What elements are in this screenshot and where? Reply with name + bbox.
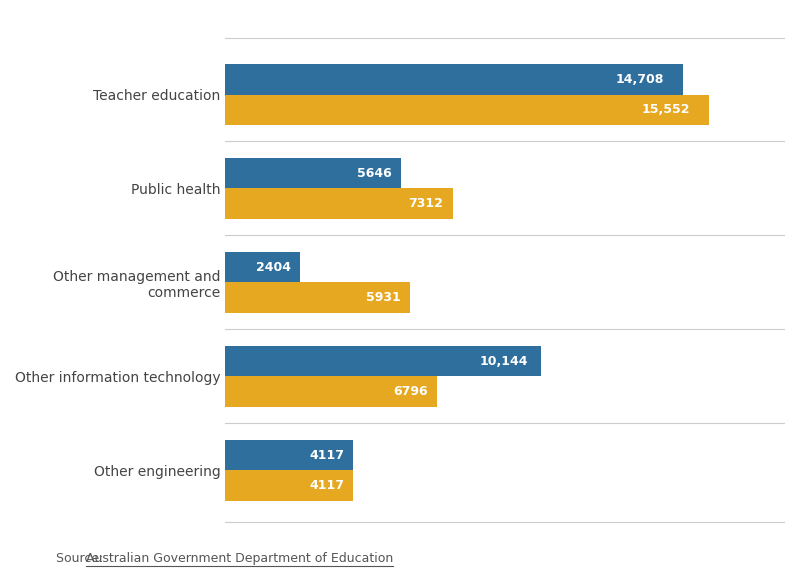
Bar (226, 376, 437, 406)
Bar (226, 158, 401, 189)
Bar (226, 64, 682, 95)
Text: 4117: 4117 (309, 479, 344, 492)
Text: 6796: 6796 (393, 385, 427, 398)
Text: 5931: 5931 (366, 291, 401, 304)
Bar (226, 252, 300, 282)
Bar (226, 95, 709, 124)
Bar (226, 189, 453, 218)
Text: 14,708: 14,708 (616, 73, 664, 86)
Bar (226, 470, 354, 500)
Text: 10,144: 10,144 (480, 355, 528, 368)
Text: Australian Government Department of Education: Australian Government Department of Educ… (86, 552, 393, 564)
Text: 4117: 4117 (309, 449, 344, 462)
Text: 5646: 5646 (357, 167, 392, 180)
Text: 7312: 7312 (409, 197, 443, 210)
Bar (226, 282, 410, 312)
Text: 2404: 2404 (256, 261, 291, 274)
Bar (226, 441, 354, 470)
Bar (226, 346, 541, 376)
Text: 15,552: 15,552 (641, 103, 690, 116)
Text: Source:: Source: (56, 552, 107, 564)
